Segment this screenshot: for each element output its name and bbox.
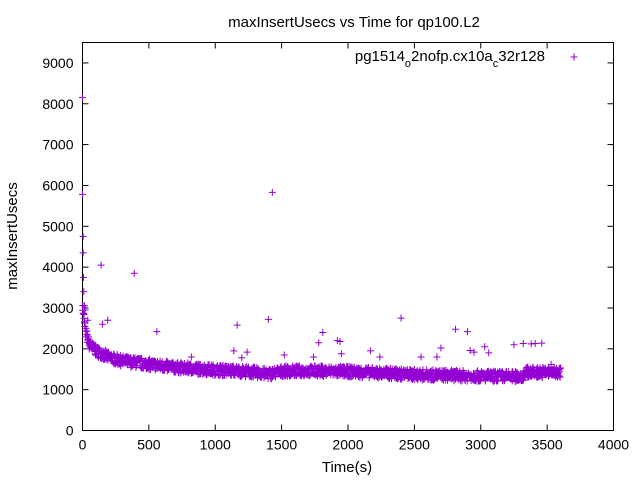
x-axis: 0 500 1000 1500 2000 2500 3000 3500 4000 [79,42,629,453]
x-tick-label: 4000 [598,437,629,453]
data-point [79,94,86,102]
x-axis-label: Time(s) [322,459,372,476]
y-tick-label: 3000 [42,300,73,316]
data-point [185,361,193,369]
data-point [80,288,88,296]
data-point [470,348,478,356]
data-point [510,341,518,349]
data-point [315,339,323,347]
data-point [556,373,564,381]
data-point [474,367,482,375]
data-point [243,348,251,356]
data-point [398,375,406,383]
data-point [463,328,471,336]
data-point [79,233,87,240]
data-point [82,324,90,332]
data-point [79,249,87,257]
x-tick-label: 2500 [399,437,430,453]
y-tick-label: 5000 [42,218,73,234]
data-point [95,345,103,353]
data-point [376,353,384,361]
data-point [555,369,563,377]
data-point [466,346,474,354]
data-point [81,306,89,314]
data-point [80,302,88,310]
legend-marker [570,53,578,61]
data-point [452,325,460,333]
data-point [80,273,88,281]
data-point [238,354,246,362]
x-tick-label: 500 [137,437,161,453]
y-tick-label: 7000 [42,137,73,153]
data-point [417,353,425,361]
y-tick-label: 6000 [42,177,73,193]
data-point [230,347,238,355]
data-point [88,339,96,347]
data-point [319,328,327,336]
data-point [519,340,527,348]
y-axis: 0 1000 2000 3000 4000 5000 6000 7000 8000 9000 [42,55,614,439]
x-tick-label: 0 [79,437,87,453]
data-point [481,377,489,385]
data-point [397,314,405,322]
data-point [336,337,344,345]
data-point [83,331,91,339]
data-point [538,339,546,347]
data-point [463,377,471,385]
data-point [267,375,275,383]
x-tick-label: 1000 [200,437,231,453]
data-point [123,361,131,369]
x-tick-label: 3500 [532,437,563,453]
data-point [264,315,272,323]
y-axis-label: maxInsertUsecs [4,182,21,290]
data-point [337,350,345,358]
data-point [433,353,441,361]
data-point [485,349,493,357]
data-point [80,311,88,319]
data-point [79,190,86,198]
data-point [233,321,241,329]
data-point [130,269,138,277]
data-point [104,316,112,324]
data-point [367,347,375,355]
data-point [547,360,555,368]
data-point [433,373,441,381]
x-tick-label: 3000 [465,437,496,453]
data-point [280,351,288,359]
data-point [97,261,105,269]
data-point [556,364,564,372]
y-tick-label: 8000 [42,96,73,112]
data-point [555,367,563,375]
x-tick-label: 1500 [266,437,297,453]
data-point [531,340,539,348]
legend-marker-plus [570,53,578,61]
legend: pg1514o2nofp.cx10ac32r128 [355,48,578,70]
legend-label: pg1514o2nofp.cx10ac32r128 [355,48,545,70]
data-points [79,94,565,386]
x-tick-label: 2000 [332,437,363,453]
data-point [481,343,489,351]
chart-title: maxInsertUsecs vs Time for qp100.L2 [228,14,480,31]
y-tick-label: 1000 [42,382,73,398]
data-point [268,188,276,196]
data-point [437,344,445,352]
data-point [456,367,464,375]
y-tick-label: 4000 [42,259,73,275]
data-point [98,320,106,328]
y-tick-label: 2000 [42,341,73,357]
data-point [187,353,195,361]
data-point [84,316,92,324]
data-point [309,353,317,361]
data-point [79,309,87,317]
y-tick-label: 0 [66,423,74,439]
data-point [153,328,161,336]
y-tick-label: 9000 [42,55,73,71]
